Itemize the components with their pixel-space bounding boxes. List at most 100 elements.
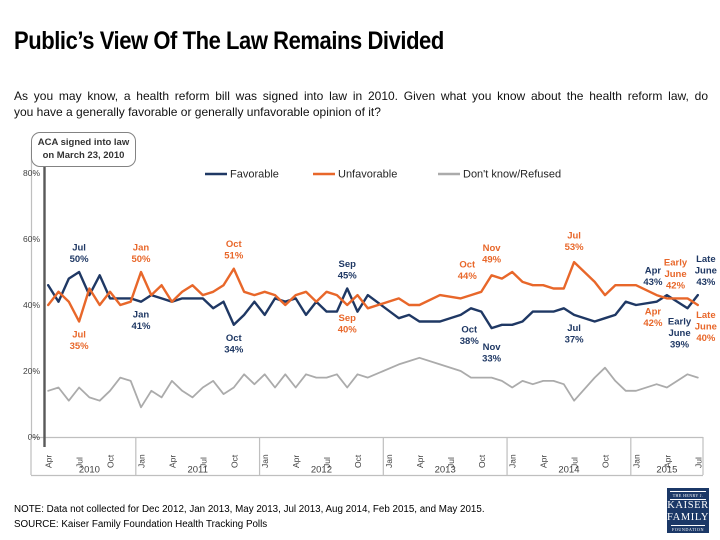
x-month-tick-label: Jul	[322, 457, 332, 468]
chart-subtitle: As you may know, a health reform bill wa…	[14, 89, 708, 120]
x-month-tick-label: Apr	[291, 455, 301, 468]
point-label: 42%	[666, 280, 686, 291]
y-tick-label: 0%	[28, 432, 41, 442]
point-label: Jul	[567, 231, 581, 242]
x-year-label: 2010	[79, 465, 100, 476]
point-label: June	[695, 322, 717, 333]
x-month-tick-label: Jul	[75, 457, 85, 468]
point-label: 43%	[643, 277, 663, 288]
point-label: Jan	[133, 310, 150, 321]
x-month-tick-label: Oct	[477, 454, 487, 468]
x-month-tick-label: Apr	[662, 455, 672, 468]
x-month-tick-label: Apr	[415, 455, 425, 468]
source-text: SOURCE: Kaiser Family Foundation Health …	[14, 519, 268, 530]
kaiser-family-foundation-logo: THE HENRY J. KAISER FAMILY FOUNDATION	[667, 488, 709, 533]
x-month-tick-label: Oct	[601, 454, 611, 468]
y-tick-label: 60%	[23, 234, 40, 244]
y-tick-label: 20%	[23, 366, 40, 376]
point-label: June	[695, 266, 717, 277]
y-tick-label: 40%	[23, 300, 40, 310]
point-label: 42%	[643, 318, 663, 329]
legend-label-2: Unfavorable	[338, 169, 397, 181]
logo-divider	[671, 525, 705, 526]
point-label: 33%	[482, 354, 502, 365]
point-label: Jan	[133, 243, 150, 254]
point-label: June	[664, 269, 686, 280]
point-label: 34%	[224, 344, 244, 355]
point-label: Oct	[461, 325, 478, 336]
subtitle-line-1: As you may know, a health reform bill wa…	[14, 89, 708, 103]
point-label: Apr	[645, 266, 662, 277]
point-label: 39%	[670, 339, 690, 350]
x-month-tick-label: Jan	[384, 454, 394, 468]
point-label: Jul	[567, 323, 581, 334]
legend-label-1: Favorable	[230, 169, 279, 181]
point-label: Nov	[483, 342, 502, 353]
point-label: Oct	[226, 239, 243, 250]
x-month-tick-label: Jul	[570, 457, 580, 468]
point-label: 50%	[70, 254, 90, 265]
point-label: 40%	[338, 325, 358, 336]
subtitle-line-2: you have a generally favorable or genera…	[14, 104, 381, 119]
point-label: 40%	[696, 333, 716, 344]
point-label: 53%	[565, 242, 585, 253]
x-month-tick-label: Jan	[260, 454, 270, 468]
point-label: 37%	[565, 334, 585, 345]
point-label: 45%	[338, 271, 358, 282]
x-month-tick-label: Jul	[693, 457, 703, 468]
point-label: 44%	[458, 271, 478, 282]
x-month-tick-label: Apr	[44, 455, 54, 468]
point-label: Late	[696, 254, 716, 265]
legend-label-3: Don't know/Refused	[463, 169, 561, 181]
point-label: 38%	[460, 336, 480, 347]
series-line-unfavorable	[47, 260, 699, 323]
x-month-tick-label: Oct	[353, 454, 363, 468]
x-month-tick-label: Oct	[229, 454, 239, 468]
x-month-tick-label: Jul	[198, 457, 208, 468]
point-label: 35%	[70, 341, 90, 352]
logo-kaiser-text: KAISER	[667, 500, 709, 511]
y-tick-label: 80%	[23, 168, 40, 178]
x-year-label: 2015	[656, 465, 677, 476]
series-line-favorable	[47, 270, 699, 330]
point-label: Nov	[483, 243, 502, 254]
point-label: 50%	[131, 254, 151, 265]
point-label: Oct	[459, 259, 476, 270]
page-title: Public’s View Of The Law Remains Divided	[14, 27, 444, 55]
series-line-don-t-know-refused	[47, 356, 699, 409]
point-label: 51%	[224, 251, 244, 262]
x-month-tick-label: Oct	[106, 454, 116, 468]
point-label: Oct	[226, 333, 243, 344]
x-year-label: 2013	[435, 465, 456, 476]
note-text: NOTE: Data not collected for Dec 2012, J…	[14, 504, 485, 515]
aca-annotation-box: ACA signed into law on March 23, 2010	[31, 132, 136, 167]
x-year-label: 2014	[558, 465, 579, 476]
point-label: June	[668, 328, 690, 339]
aca-annotation-line-1: ACA signed into law	[37, 137, 130, 148]
point-label: Jul	[72, 243, 86, 254]
x-month-tick-label: Apr	[539, 455, 549, 468]
point-label: Early	[668, 316, 692, 327]
point-label: Sep	[339, 313, 357, 324]
x-year-label: 2011	[187, 465, 207, 476]
footnotes: NOTE: Data not collected for Dec 2012, J…	[14, 502, 485, 532]
logo-family-text: FAMILY	[667, 511, 710, 523]
aca-annotation-line-2: on March 23, 2010	[42, 149, 125, 161]
x-month-tick-label: Jan	[508, 454, 518, 468]
line-chart: 0% 20% 40% 60% 80% 2010 2011 2012 2013 2014 2015 Ap…	[0, 127, 720, 495]
point-label: Sep	[339, 259, 357, 270]
point-label: 41%	[131, 321, 151, 332]
point-label: 49%	[482, 254, 502, 265]
x-month-tick-label: Jul	[446, 457, 456, 468]
point-label: Early	[664, 257, 688, 268]
point-label: Jul	[72, 330, 86, 341]
point-label: Apr	[645, 306, 662, 317]
logo-top-text: THE HENRY J.	[670, 491, 706, 500]
x-year-label: 2012	[311, 465, 332, 476]
chart-canvas: 0%20%40%60%80%2010 2011 2012 2013 2014 2015Ap…	[23, 147, 717, 477]
x-month-tick-label: Jan	[631, 454, 641, 468]
x-month-tick-label: Jan	[136, 454, 146, 468]
x-month-tick-label: Apr	[167, 455, 177, 468]
point-label: Late	[696, 310, 716, 321]
